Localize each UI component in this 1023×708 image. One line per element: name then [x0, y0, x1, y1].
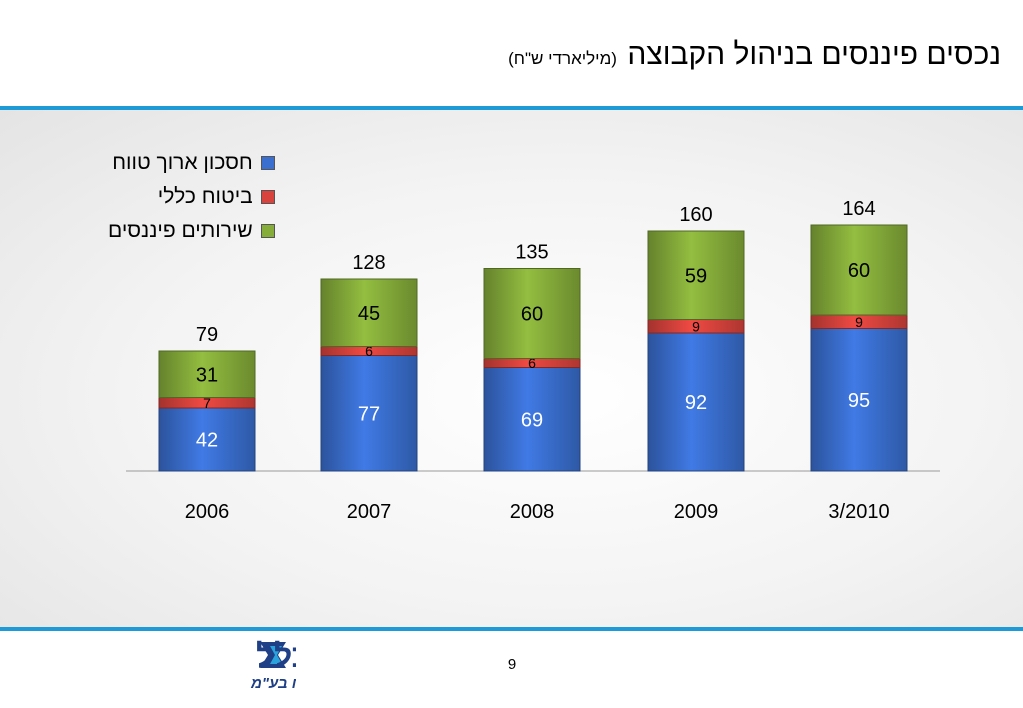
category-tick-label: 2008 [510, 501, 555, 523]
total-label: 164 [842, 198, 875, 220]
data-label: 77 [358, 403, 380, 425]
slide-title: נכסים פיננסים בניהול הקבוצה (מיליארדי ש"… [508, 38, 1001, 72]
data-label: 69 [521, 409, 543, 431]
data-label: 45 [358, 303, 380, 325]
legend-swatch-financial-services [260, 224, 275, 238]
category-tick-label: 3/2010 [828, 501, 889, 523]
data-label: 59 [685, 265, 707, 287]
data-label: 42 [196, 430, 218, 452]
legend-item-general-insurance: ביטוח כללי [108, 180, 275, 214]
total-label: 135 [515, 242, 548, 264]
bottom-accent-rule [0, 627, 1023, 631]
legend-label-long-term-savings: חסכון ארוך טווח [112, 151, 253, 174]
data-label: 9 [692, 318, 700, 334]
data-label: 60 [521, 304, 543, 326]
bar-segment [320, 355, 418, 472]
logo-name: כלל [256, 638, 296, 674]
company-logo: כלל החזקות עסקי ביטוח בע"מ [250, 638, 296, 692]
total-label: 160 [679, 204, 712, 226]
bar-segment [158, 407, 256, 472]
bar-segment [483, 268, 581, 359]
data-label: 31 [196, 364, 218, 386]
bar-segment [158, 350, 256, 398]
data-label: 60 [848, 260, 870, 282]
category-tick-label: 2006 [185, 501, 230, 523]
title-main: נכסים פיננסים בניהול הקבוצה [627, 38, 1001, 71]
legend-swatch-long-term-savings [260, 156, 275, 170]
category-tick-label: 2007 [347, 501, 392, 523]
data-label: 6 [365, 343, 373, 359]
data-label: 6 [528, 355, 536, 371]
data-label: 7 [203, 395, 211, 411]
bar-segment [810, 224, 908, 316]
legend-label-general-insurance: ביטוח כללי [157, 185, 253, 208]
legend-item-financial-services: שירותים פיננסים [108, 214, 275, 248]
bar-segment [483, 367, 581, 472]
title-subtitle: (מיליארדי ש"ח) [508, 49, 617, 68]
total-label: 128 [352, 252, 385, 274]
legend-swatch-general-insurance [260, 190, 275, 204]
bar-segment [320, 278, 418, 347]
legend-label-financial-services: שירותים פיננסים [108, 219, 253, 242]
bar-segment [647, 230, 745, 320]
top-accent-rule [0, 106, 1023, 110]
data-label: 9 [855, 314, 863, 330]
page-number: 9 [507, 656, 517, 673]
total-label: 79 [196, 324, 218, 346]
data-label: 92 [685, 392, 707, 414]
category-tick-label: 2009 [674, 501, 719, 523]
logo-tagline: החזקות עסקי ביטוח בע"מ [250, 675, 296, 692]
bar-segment [647, 332, 745, 472]
bar-segment [810, 328, 908, 472]
logo-mark-icon [260, 642, 286, 668]
data-label: 95 [848, 390, 870, 412]
legend-item-long-term-savings: חסכון ארוך טווח [108, 146, 275, 180]
chart-legend: חסכון ארוך טווח ביטוח כללי שירותים פיננס… [108, 146, 275, 248]
